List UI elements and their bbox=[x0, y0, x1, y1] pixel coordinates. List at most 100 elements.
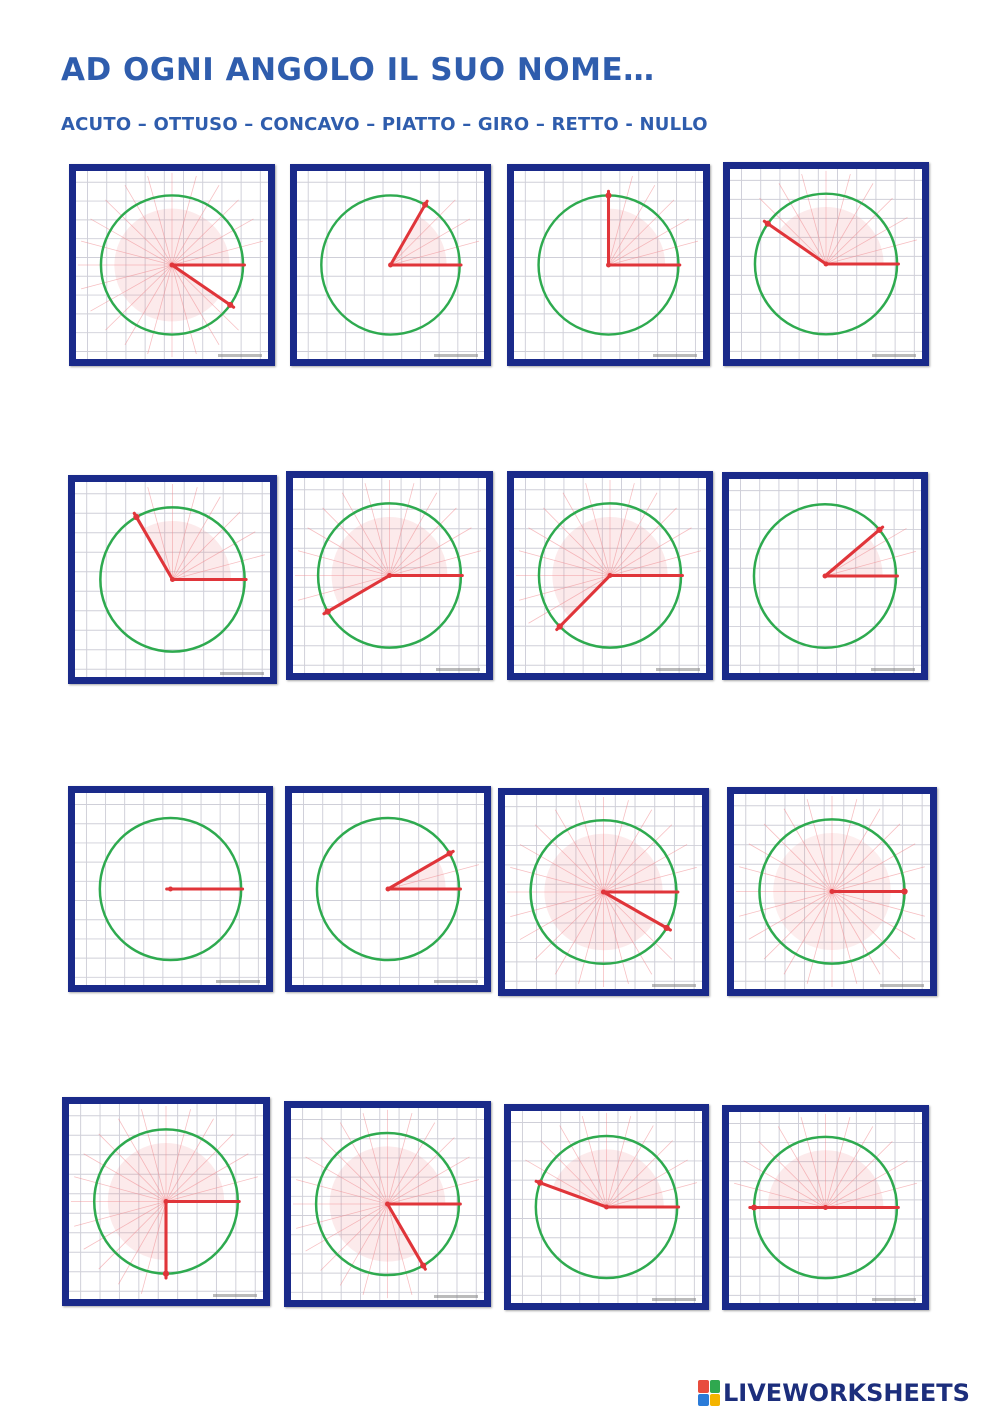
vertex-point bbox=[386, 572, 393, 579]
ray-endpoint bbox=[133, 513, 140, 521]
angle-sweep-rays bbox=[70, 1105, 258, 1294]
ray-endpoint bbox=[901, 888, 908, 895]
vertex-point bbox=[163, 1198, 169, 1205]
worksheet-title: AD OGNI ANGOLO IL SUO NOME… bbox=[61, 52, 655, 88]
card-watermark bbox=[652, 1298, 696, 1301]
angle-card-15 bbox=[504, 1104, 709, 1310]
ray-endpoint bbox=[162, 1270, 170, 1277]
ray-endpoint bbox=[764, 220, 771, 227]
ray-endpoint bbox=[751, 1204, 758, 1211]
angle-sweep-area bbox=[778, 207, 884, 264]
card-watermark bbox=[218, 354, 262, 357]
rotating-ray bbox=[170, 263, 236, 309]
angle-card-8 bbox=[722, 472, 928, 680]
ray-endpoint bbox=[663, 924, 670, 931]
vertex-point bbox=[829, 888, 835, 895]
vertex-point bbox=[822, 1205, 829, 1210]
card-watermark bbox=[434, 1295, 478, 1298]
vertex-point bbox=[604, 1204, 609, 1210]
ray-endpoint bbox=[556, 623, 563, 630]
angle-sweep-rays bbox=[824, 528, 916, 577]
vertex-point bbox=[822, 573, 828, 579]
angle-card-14 bbox=[284, 1101, 491, 1307]
rotating-ray bbox=[132, 511, 175, 582]
angle-sweep-rays bbox=[506, 796, 697, 988]
ray-endpoint bbox=[876, 526, 883, 533]
ray-endpoint bbox=[537, 1179, 544, 1186]
angle-sweep-rays bbox=[77, 172, 263, 358]
ray-endpoint bbox=[324, 608, 331, 615]
rotating-ray bbox=[389, 199, 429, 267]
angle-card-11 bbox=[498, 788, 709, 996]
angle-word-bank: ACUTO – OTTUSO – CONCAVO – PIATTO – GIRO… bbox=[61, 114, 708, 135]
card-watermark bbox=[653, 354, 697, 357]
angle-card-7 bbox=[507, 471, 713, 680]
angle-sweep-rays bbox=[515, 479, 701, 624]
angle-card-3 bbox=[507, 164, 710, 366]
angle-card-12 bbox=[727, 787, 937, 996]
card-watermark bbox=[434, 354, 478, 357]
ray-endpoint bbox=[422, 201, 429, 208]
angle-sweep-area bbox=[552, 1149, 664, 1207]
angle-sweep-rays bbox=[759, 170, 917, 265]
rotating-ray bbox=[385, 1202, 427, 1271]
angle-sweep-rays bbox=[387, 864, 479, 890]
ray-endpoint bbox=[227, 301, 234, 308]
angle-sweep-rays bbox=[292, 1109, 479, 1299]
angle-card-13 bbox=[62, 1097, 270, 1306]
vertex-point bbox=[169, 576, 176, 583]
angle-card-5 bbox=[68, 475, 277, 684]
brand-name: LIVEWORKSHEETS bbox=[723, 1379, 970, 1407]
angle-sweep-area bbox=[825, 538, 883, 576]
angle-sweep-area bbox=[331, 517, 448, 605]
ray-endpoint bbox=[420, 1262, 427, 1269]
angle-card-9 bbox=[68, 786, 273, 992]
angle-sweep-rays bbox=[735, 795, 925, 988]
angle-card-6 bbox=[286, 471, 493, 680]
vertex-point bbox=[384, 1201, 391, 1207]
vertex-point bbox=[168, 886, 173, 892]
vertex-point bbox=[607, 572, 613, 579]
angle-card-10 bbox=[285, 786, 491, 992]
card-watermark bbox=[652, 984, 696, 987]
rotating-ray bbox=[386, 849, 455, 891]
rotating-ray bbox=[555, 573, 612, 632]
angle-sweep-area bbox=[608, 208, 666, 265]
vertex-point bbox=[600, 889, 607, 895]
card-watermark bbox=[872, 1298, 916, 1301]
vertex-point bbox=[606, 262, 611, 268]
vertex-point bbox=[388, 262, 393, 268]
card-watermark bbox=[872, 354, 916, 357]
angle-card-16 bbox=[722, 1105, 929, 1310]
rotating-ray bbox=[534, 1179, 609, 1209]
angle-sweep-rays bbox=[734, 1113, 917, 1208]
liveworksheets-footer: LIVEWORKSHEETS bbox=[698, 1377, 970, 1409]
card-watermark bbox=[436, 668, 480, 671]
vertex-point bbox=[169, 262, 175, 268]
vertex-point bbox=[823, 261, 829, 267]
angle-sweep-rays bbox=[294, 479, 481, 601]
angle-sweep-rays bbox=[147, 483, 265, 580]
angle-sweep-area bbox=[552, 517, 668, 617]
card-watermark bbox=[880, 984, 924, 987]
card-watermark bbox=[871, 668, 915, 671]
liveworksheets-logo-icon bbox=[698, 1380, 720, 1406]
angle-sweep-area bbox=[390, 216, 447, 265]
angle-sweep-rays bbox=[525, 1112, 697, 1208]
angle-sweep-area bbox=[767, 1150, 884, 1208]
vertex-point bbox=[385, 886, 391, 892]
ray-endpoint bbox=[605, 192, 612, 199]
angle-card-1 bbox=[69, 164, 275, 366]
ray-endpoint bbox=[446, 850, 453, 857]
rotating-ray bbox=[601, 890, 672, 932]
rotating-ray bbox=[762, 219, 828, 266]
rotating-ray bbox=[823, 525, 885, 578]
rotating-ray bbox=[322, 573, 392, 616]
angle-sweep-rays bbox=[608, 175, 699, 266]
card-watermark bbox=[213, 1294, 257, 1297]
card-watermark bbox=[216, 980, 260, 983]
card-watermark bbox=[434, 980, 478, 983]
angle-card-4 bbox=[723, 162, 929, 366]
angle-card-2 bbox=[290, 164, 491, 366]
angle-sweep-rays bbox=[390, 199, 480, 266]
